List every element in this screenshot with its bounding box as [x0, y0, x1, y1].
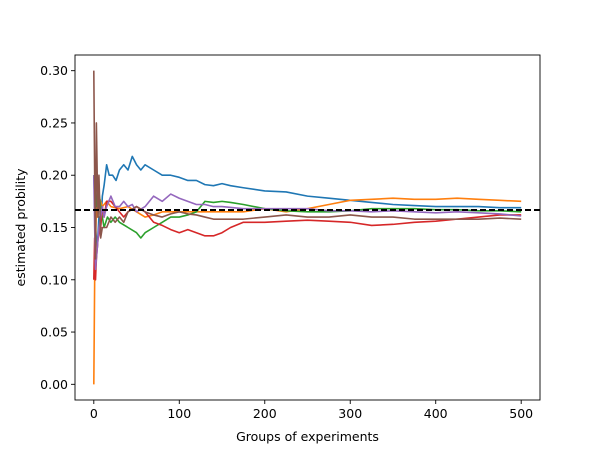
series-line-1: [93, 155, 522, 250]
x-tick-label: 400: [424, 406, 448, 421]
x-axis-label: Groups of experiments: [236, 429, 379, 444]
series-line-5: [93, 175, 522, 271]
x-tick-label: 0: [90, 406, 98, 421]
y-tick-label: 0.25: [40, 115, 68, 130]
x-tick-label: 500: [509, 406, 533, 421]
y-axis-ticks: 0.00 0.05 0.10 0.15 0.20 0.25 0.30: [40, 63, 75, 392]
series-layer: [93, 70, 522, 385]
y-tick-label: 0.10: [40, 272, 68, 287]
x-tick-label: 300: [338, 406, 362, 421]
y-tick-label: 0.30: [40, 63, 68, 78]
y-tick-label: 0.20: [40, 168, 68, 183]
x-axis-ticks: 0 100 200 300 400 500: [90, 400, 533, 421]
series-line-6: [93, 70, 522, 260]
y-axis-label: estimated probility: [13, 168, 28, 287]
axes-frame: [74, 54, 541, 401]
y-tick-label: 0.00: [40, 377, 68, 392]
y-tick-label: 0.15: [40, 220, 68, 235]
y-tick-label: 0.05: [40, 325, 68, 340]
x-tick-label: 100: [167, 406, 191, 421]
x-tick-label: 200: [253, 406, 277, 421]
series-line-3: [93, 175, 522, 239]
